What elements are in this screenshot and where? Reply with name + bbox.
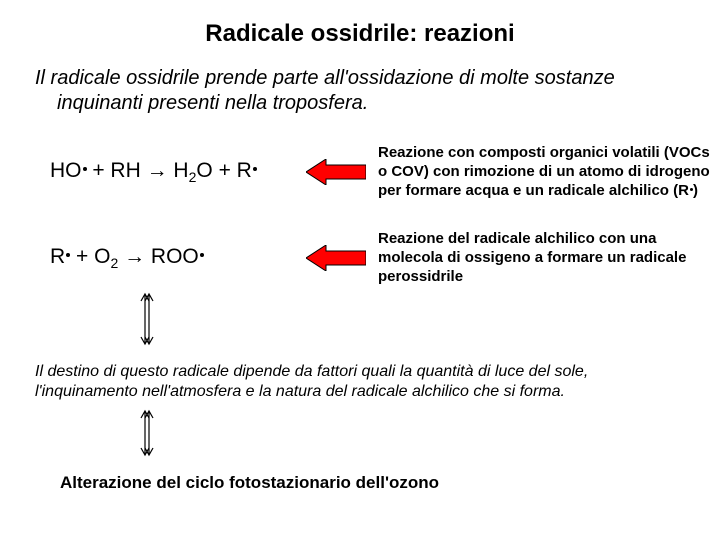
vertical-arrow-1	[140, 291, 720, 352]
final-text: Alterazione del ciclo fotostazionario de…	[60, 473, 720, 493]
description-1: Reazione con composti organici volatili …	[378, 144, 718, 200]
footnote-text: Il destino di questo radicale dipende da…	[35, 362, 685, 402]
description-2: Reazione del radicale alchilico con una …	[378, 230, 718, 286]
equation-1: HO + RH → H2O + R	[50, 159, 257, 182]
equation-2: R + O2 → ROO	[50, 245, 204, 268]
intro-text: Il radicale ossidrile prende parte all'o…	[35, 66, 690, 116]
red-arrow-2	[306, 245, 366, 271]
slide-title: Radicale ossidrile: reazioni	[0, 20, 720, 48]
reaction-row-2: R + O2 → ROO Reazione del radicale alchi…	[0, 230, 720, 286]
red-arrow-1	[306, 159, 366, 185]
vertical-arrow-2	[140, 408, 720, 463]
reaction-row-1: HO + RH → H2O + R Reazione con composti …	[0, 144, 720, 200]
